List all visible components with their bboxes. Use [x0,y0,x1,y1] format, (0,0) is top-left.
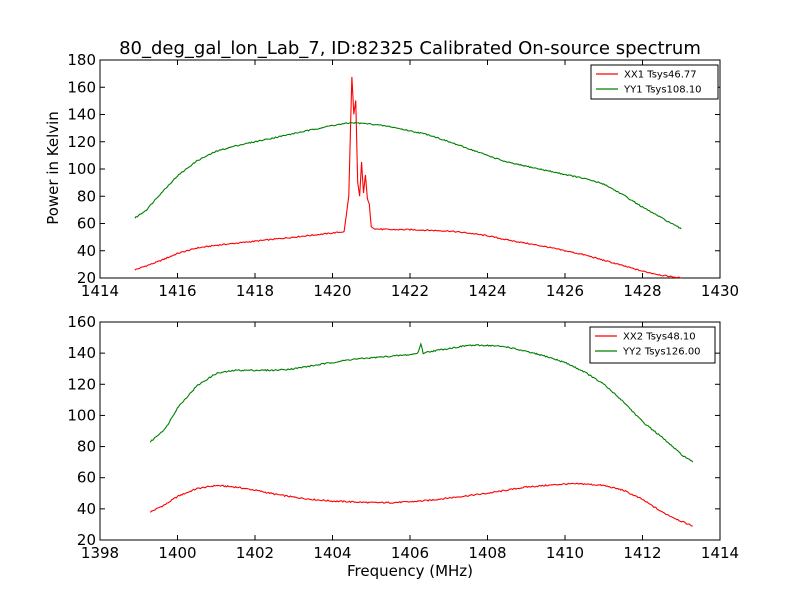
top-x-tick-label: 1430 [701,282,739,300]
top-x-tick-label: 1420 [313,282,351,300]
bottom-y-tick-label: 140 [67,344,96,362]
top-x-tick-label: 1424 [468,282,506,300]
bottom-y-tick-label: 20 [77,531,96,549]
top-y-tick-label: 20 [77,269,96,287]
bottom-legend-label: YY2 Tsys126.00 [622,347,701,358]
top-y-tick-label: 100 [67,160,96,178]
x-axis-label: Frequency (MHz) [347,562,473,580]
bottom-legend-label: XX2 Tsys48.10 [623,332,696,343]
bottom-legend-box [589,326,716,364]
top-x-tick-label: 1416 [158,282,196,300]
bottom-x-tick-label: 1410 [546,544,584,562]
top-y-tick-label: 180 [67,51,96,69]
top-series-line-1 [134,76,682,279]
top-legend-label: YY1 Tsys108.10 [623,85,702,96]
bottom-y-tick-label: 80 [77,438,96,456]
bottom-x-tick-label: 1398 [81,544,119,562]
top-x-tick-label: 1422 [391,282,429,300]
top-y-tick-label: 160 [67,78,96,96]
bottom-y-tick-label: 40 [77,500,96,518]
top-spectrum-panel: 1414 1416 1418 1420 1422 1424 1426 1428 1430 20 40… [67,51,739,300]
bottom-y-tick-label: 60 [77,469,96,487]
top-x-tick-label: 1426 [546,282,584,300]
top-y-tick-label: 40 [77,242,96,260]
top-legend: XX1 Tsys46.77 YY1 Tsys108.10 [590,64,719,100]
top-series-line-2 [134,121,682,230]
bottom-legend: XX2 Tsys48.10 YY2 Tsys126.00 [589,326,716,364]
bottom-series-line-2 [149,342,694,463]
top-x-tick-label: 1414 [81,282,119,300]
bottom-x-tick-label: 1404 [313,544,351,562]
bottom-x-tick-label: 1412 [623,544,661,562]
bottom-x-tick-label: 1402 [236,544,274,562]
top-x-tick-label: 1418 [236,282,274,300]
y-axis-label: Power in Kelvin [44,111,62,225]
bottom-y-tick-label: 120 [67,375,96,393]
top-y-tick-label: 80 [77,187,96,205]
top-y-tick-label: 140 [67,106,96,124]
top-legend-box [590,64,719,100]
top-y-tick-label: 60 [77,215,96,233]
bottom-series-line-1 [149,482,693,527]
top-x-tick-label: 1428 [623,282,661,300]
bottom-x-tick-label: 1406 [391,544,429,562]
bottom-x-tick-label: 1408 [468,544,506,562]
top-y-tick-label: 120 [67,133,96,151]
bottom-spectrum-panel: 1398 1400 1402 1404 1406 1408 1410 1412 1414 20 40… [67,313,739,562]
bottom-x-tick-label: 1414 [701,544,739,562]
bottom-y-tick-label: 160 [67,313,96,331]
figure-title: 80_deg_gal_lon_Lab_7, ID:82325 Calibrate… [119,38,701,59]
top-legend-label: XX1 Tsys46.77 [624,70,697,81]
bottom-y-tick-label: 100 [67,406,96,424]
bottom-x-tick-label: 1400 [158,544,196,562]
